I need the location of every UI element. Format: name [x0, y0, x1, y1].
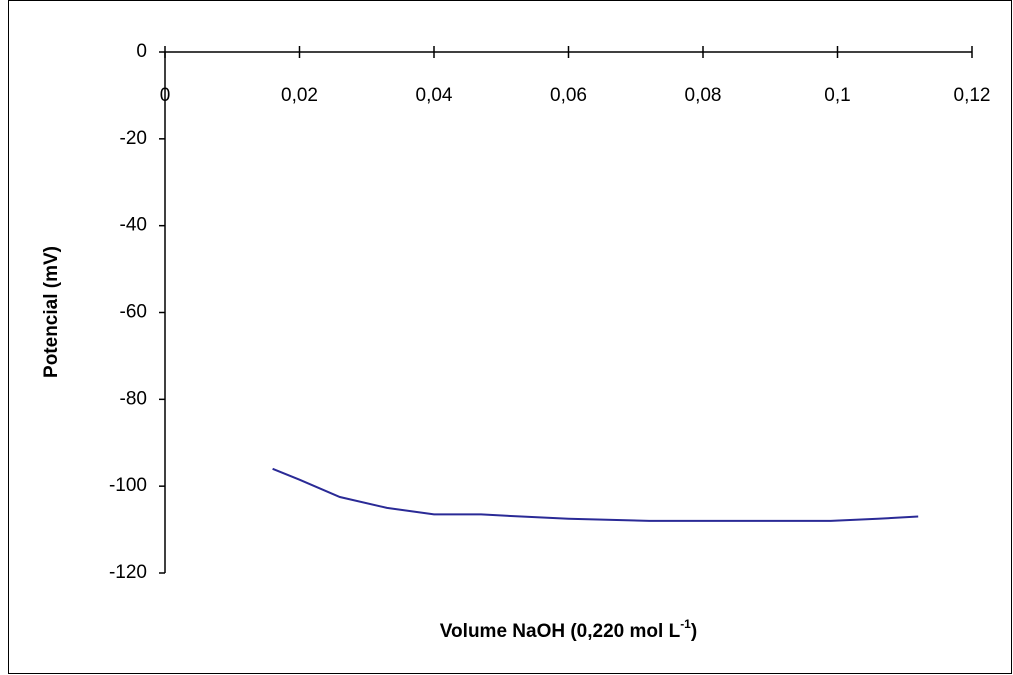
y-tick-label: 0 — [136, 41, 147, 62]
x-tick-label: 0,08 — [685, 85, 722, 106]
y-tick-label: -100 — [109, 475, 147, 496]
x-tick-label: 0,1 — [824, 85, 850, 106]
x-tick-label: 0,04 — [416, 85, 453, 106]
chart-border — [8, 0, 1012, 674]
x-tick-label: 0,12 — [954, 85, 991, 106]
y-axis-title: Potencial (mV) — [41, 246, 62, 378]
x-axis-title-part: Volume NaOH (0,220 mol L — [440, 621, 681, 642]
data-line — [272, 467, 919, 522]
x-tick-label: 0,02 — [281, 85, 318, 106]
y-tick-label: -80 — [120, 388, 147, 409]
x-axis-title: Volume NaOH (0,220 mol L-1) — [440, 617, 697, 642]
y-tick-label: -20 — [120, 128, 147, 149]
x-axis-title-part: ) — [691, 621, 697, 642]
y-tick-label: -120 — [109, 562, 147, 583]
x-tick-label: 0,06 — [550, 85, 587, 106]
y-tick-label: -60 — [120, 302, 147, 323]
x-axis-title-part: -1 — [680, 617, 691, 631]
y-tick-label: -40 — [120, 215, 147, 236]
x-tick-label: 0 — [160, 85, 171, 106]
